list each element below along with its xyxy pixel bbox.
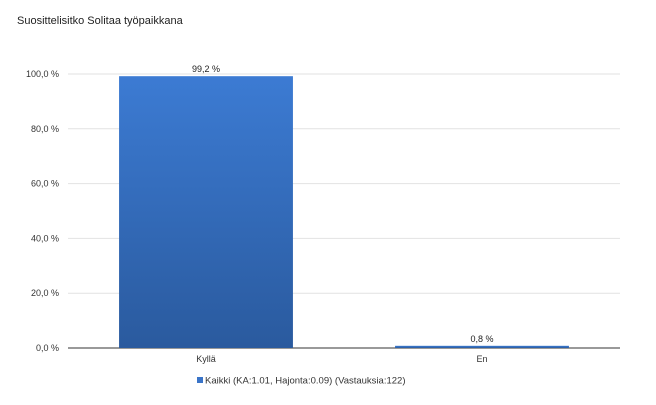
y-tick-label: 40,0 % bbox=[31, 233, 59, 243]
y-tick-label: 0,0 % bbox=[36, 343, 59, 353]
x-tick-label: Kyllä bbox=[196, 354, 216, 364]
data-label: 0,8 % bbox=[470, 334, 493, 344]
legend-entry: Kaikki (KA:1.01, Hajonta:0.09) (Vastauks… bbox=[205, 376, 405, 387]
legend: Kaikki (KA:1.01, Hajonta:0.09) (Vastauks… bbox=[197, 376, 405, 387]
bars bbox=[119, 76, 569, 348]
x-axis: Kyllä En bbox=[196, 354, 487, 364]
bar-kyllä bbox=[119, 76, 293, 348]
bar-en bbox=[395, 345, 569, 348]
y-axis: 0,0 % 20,0 % 40,0 % 60,0 % 80,0 % 100,0 % bbox=[26, 69, 59, 353]
y-tick-label: 80,0 % bbox=[31, 124, 59, 134]
chart-title: Suosittelisitko Solitaa työpaikkana bbox=[17, 15, 183, 27]
y-tick-label: 100,0 % bbox=[26, 69, 59, 79]
y-tick-label: 60,0 % bbox=[31, 179, 59, 189]
y-tick-label: 20,0 % bbox=[31, 288, 59, 298]
data-label: 99,2 % bbox=[192, 64, 220, 74]
x-tick-label: En bbox=[476, 354, 487, 364]
legend-swatch bbox=[197, 377, 203, 383]
data-labels: 99,2 % 0,8 % bbox=[192, 64, 494, 344]
